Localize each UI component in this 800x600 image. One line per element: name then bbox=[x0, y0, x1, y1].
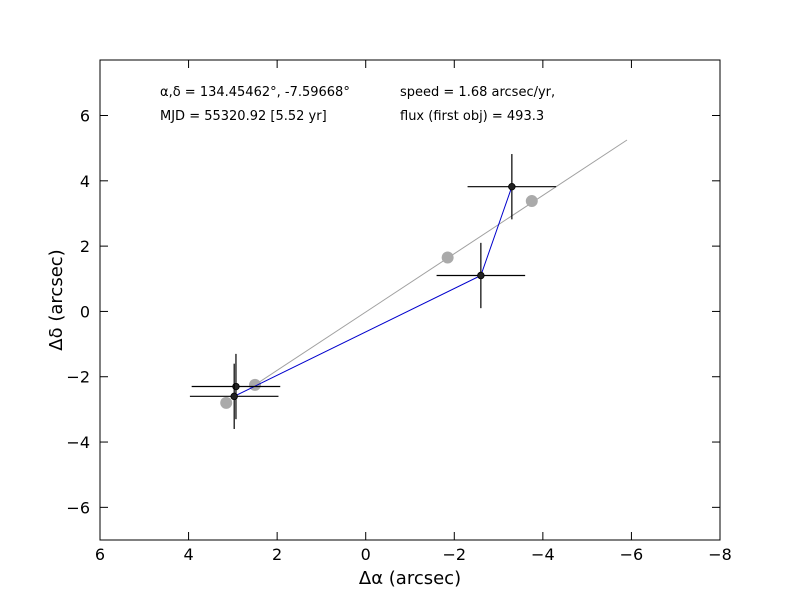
fit-layer bbox=[254, 139, 628, 386]
y-tick-label: 4 bbox=[80, 172, 90, 191]
y-tick-label: −4 bbox=[66, 433, 90, 452]
observation-point bbox=[477, 271, 485, 280]
y-tick-label: −6 bbox=[66, 498, 90, 517]
predicted-point bbox=[441, 251, 454, 264]
x-tick-label: 2 bbox=[272, 545, 282, 564]
y-tick-label: −2 bbox=[66, 368, 90, 387]
x-tick-label: −2 bbox=[442, 545, 466, 564]
predicted-points-layer bbox=[220, 195, 538, 409]
annotation-mjd: MJD = 55320.92 [5.52 yr] bbox=[160, 109, 327, 124]
annotation-coordinates: α,δ = 134.45462°, -7.59668° bbox=[160, 85, 350, 100]
plot-frame bbox=[99, 59, 721, 541]
observed-path-line bbox=[233, 186, 513, 397]
observation-point bbox=[508, 182, 516, 191]
observation-point bbox=[230, 392, 238, 401]
x-tick-label: −8 bbox=[708, 545, 732, 564]
x-tick-label: 6 bbox=[95, 545, 105, 564]
fit-line bbox=[254, 139, 628, 386]
y-tick-label: 2 bbox=[80, 237, 90, 256]
observed-path-layer bbox=[233, 186, 513, 397]
y-tick-label: 6 bbox=[80, 107, 90, 126]
x-tick-label: −4 bbox=[531, 545, 555, 564]
x-tick-label: 0 bbox=[361, 545, 371, 564]
x-tick-label: 4 bbox=[183, 545, 193, 564]
annotation-flux: flux (first obj) = 493.3 bbox=[400, 109, 544, 124]
predicted-point bbox=[525, 195, 538, 208]
y-tick-label: 0 bbox=[80, 302, 90, 321]
x-axis-title: Δα (arcsec) bbox=[359, 568, 461, 589]
annotation-speed: speed = 1.68 arcsec/yr, bbox=[400, 85, 555, 100]
predicted-point bbox=[249, 378, 261, 391]
x-tick-label: −6 bbox=[620, 545, 644, 564]
predicted-point bbox=[220, 396, 233, 409]
observations-layer bbox=[189, 154, 557, 429]
ticks-layer: 6 4 2 0 −2 −4 −6 −8 −6 −4 −2 0 2 4 6 bbox=[66, 60, 732, 564]
y-axis-title: Δδ (arcsec) bbox=[46, 249, 67, 350]
